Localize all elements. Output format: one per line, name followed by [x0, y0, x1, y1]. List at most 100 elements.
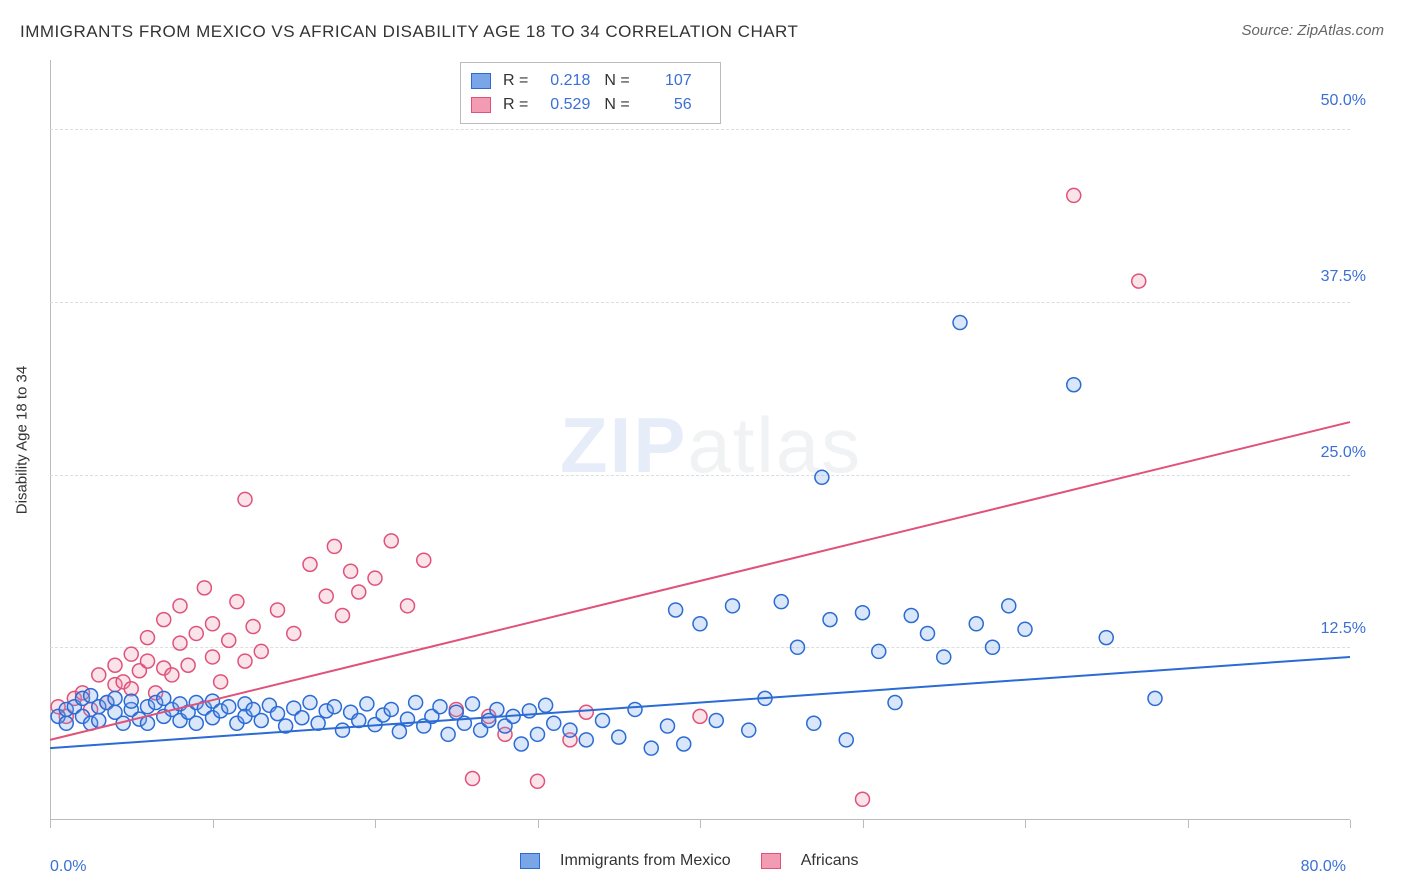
point-mexico [327, 700, 341, 714]
point-africans [303, 557, 317, 571]
point-mexico [466, 697, 480, 711]
point-mexico [628, 702, 642, 716]
point-mexico [661, 719, 675, 733]
point-mexico [579, 733, 593, 747]
n-label-2: N = [604, 96, 629, 114]
point-africans [693, 709, 707, 723]
point-africans [246, 620, 260, 634]
legend-item-africans: Africans [761, 852, 859, 870]
point-mexico [888, 696, 902, 710]
point-mexico [1002, 599, 1016, 613]
point-africans [124, 647, 138, 661]
point-mexico [596, 714, 610, 728]
source-attribution: Source: ZipAtlas.com [1241, 22, 1384, 39]
chart-title: IMMIGRANTS FROM MEXICO VS AFRICAN DISABI… [20, 22, 798, 42]
point-mexico [969, 617, 983, 631]
point-mexico [1018, 622, 1032, 636]
point-mexico [384, 702, 398, 716]
point-africans [157, 613, 171, 627]
point-mexico [921, 626, 935, 640]
point-mexico [1148, 691, 1162, 705]
y-tick-50: 50.0% [1321, 92, 1366, 110]
point-mexico [612, 730, 626, 744]
point-mexico [392, 725, 406, 739]
point-mexico [986, 640, 1000, 654]
y-tick-25: 25.0% [1321, 444, 1366, 462]
legend-label-africans: Africans [801, 852, 859, 870]
point-mexico [336, 723, 350, 737]
point-mexico [742, 723, 756, 737]
point-mexico [1099, 631, 1113, 645]
r-val-africans: 0.529 [532, 96, 590, 114]
point-mexico [872, 644, 886, 658]
point-mexico [254, 714, 268, 728]
point-mexico [563, 723, 577, 737]
point-mexico [807, 716, 821, 730]
point-mexico [441, 727, 455, 741]
point-africans [466, 772, 480, 786]
point-mexico [108, 691, 122, 705]
point-mexico [141, 716, 155, 730]
point-mexico [791, 640, 805, 654]
point-africans [141, 631, 155, 645]
point-mexico [124, 694, 138, 708]
point-africans [254, 644, 268, 658]
point-mexico [904, 608, 918, 622]
point-africans [1132, 274, 1146, 288]
point-africans [287, 626, 301, 640]
swatch-africans [471, 97, 491, 113]
n-label: N = [604, 72, 629, 90]
y-axis-label: Disability Age 18 to 34 [14, 366, 31, 514]
point-africans [417, 553, 431, 567]
point-mexico [271, 707, 285, 721]
point-africans [173, 636, 187, 650]
point-mexico [1067, 378, 1081, 392]
stats-row-mexico: R = 0.218 N = 107 [471, 69, 706, 93]
point-mexico [514, 737, 528, 751]
chart-svg [50, 60, 1350, 820]
r-label-2: R = [503, 96, 528, 114]
point-mexico [409, 696, 423, 710]
point-mexico [222, 700, 236, 714]
point-africans [181, 658, 195, 672]
point-africans [222, 633, 236, 647]
point-africans [1067, 188, 1081, 202]
stats-legend-box: R = 0.218 N = 107 R = 0.529 N = 56 [460, 62, 721, 124]
point-mexico [815, 470, 829, 484]
point-mexico [774, 595, 788, 609]
y-tick-12-5: 12.5% [1321, 620, 1366, 638]
y-tick-37-5: 37.5% [1321, 268, 1366, 286]
point-mexico [953, 316, 967, 330]
point-mexico [726, 599, 740, 613]
stats-row-africans: R = 0.529 N = 56 [471, 93, 706, 117]
point-africans [352, 585, 366, 599]
r-label: R = [503, 72, 528, 90]
point-mexico [937, 650, 951, 664]
point-africans [401, 599, 415, 613]
point-mexico [303, 696, 317, 710]
point-africans [165, 668, 179, 682]
point-africans [238, 492, 252, 506]
point-mexico [490, 702, 504, 716]
point-mexico [823, 613, 837, 627]
r-val-mexico: 0.218 [532, 72, 590, 90]
point-africans [92, 668, 106, 682]
point-mexico [189, 716, 203, 730]
point-africans [579, 705, 593, 719]
point-mexico [433, 700, 447, 714]
bottom-legend: Immigrants from Mexico Africans [520, 852, 859, 870]
point-mexico [92, 714, 106, 728]
point-mexico [539, 698, 553, 712]
point-mexico [669, 603, 683, 617]
point-mexico [360, 697, 374, 711]
point-mexico [531, 727, 545, 741]
point-mexico [839, 733, 853, 747]
point-africans [336, 608, 350, 622]
point-mexico [59, 716, 73, 730]
point-africans [531, 774, 545, 788]
point-africans [344, 564, 358, 578]
point-mexico [677, 737, 691, 751]
point-mexico [709, 714, 723, 728]
point-africans [214, 675, 228, 689]
point-africans [197, 581, 211, 595]
